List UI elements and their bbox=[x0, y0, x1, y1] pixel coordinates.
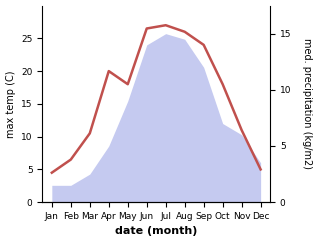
X-axis label: date (month): date (month) bbox=[115, 227, 197, 236]
Y-axis label: med. precipitation (kg/m2): med. precipitation (kg/m2) bbox=[302, 38, 313, 169]
Y-axis label: max temp (C): max temp (C) bbox=[5, 70, 16, 138]
